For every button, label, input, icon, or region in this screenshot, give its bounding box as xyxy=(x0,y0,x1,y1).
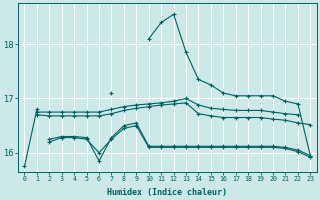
X-axis label: Humidex (Indice chaleur): Humidex (Indice chaleur) xyxy=(108,188,228,197)
